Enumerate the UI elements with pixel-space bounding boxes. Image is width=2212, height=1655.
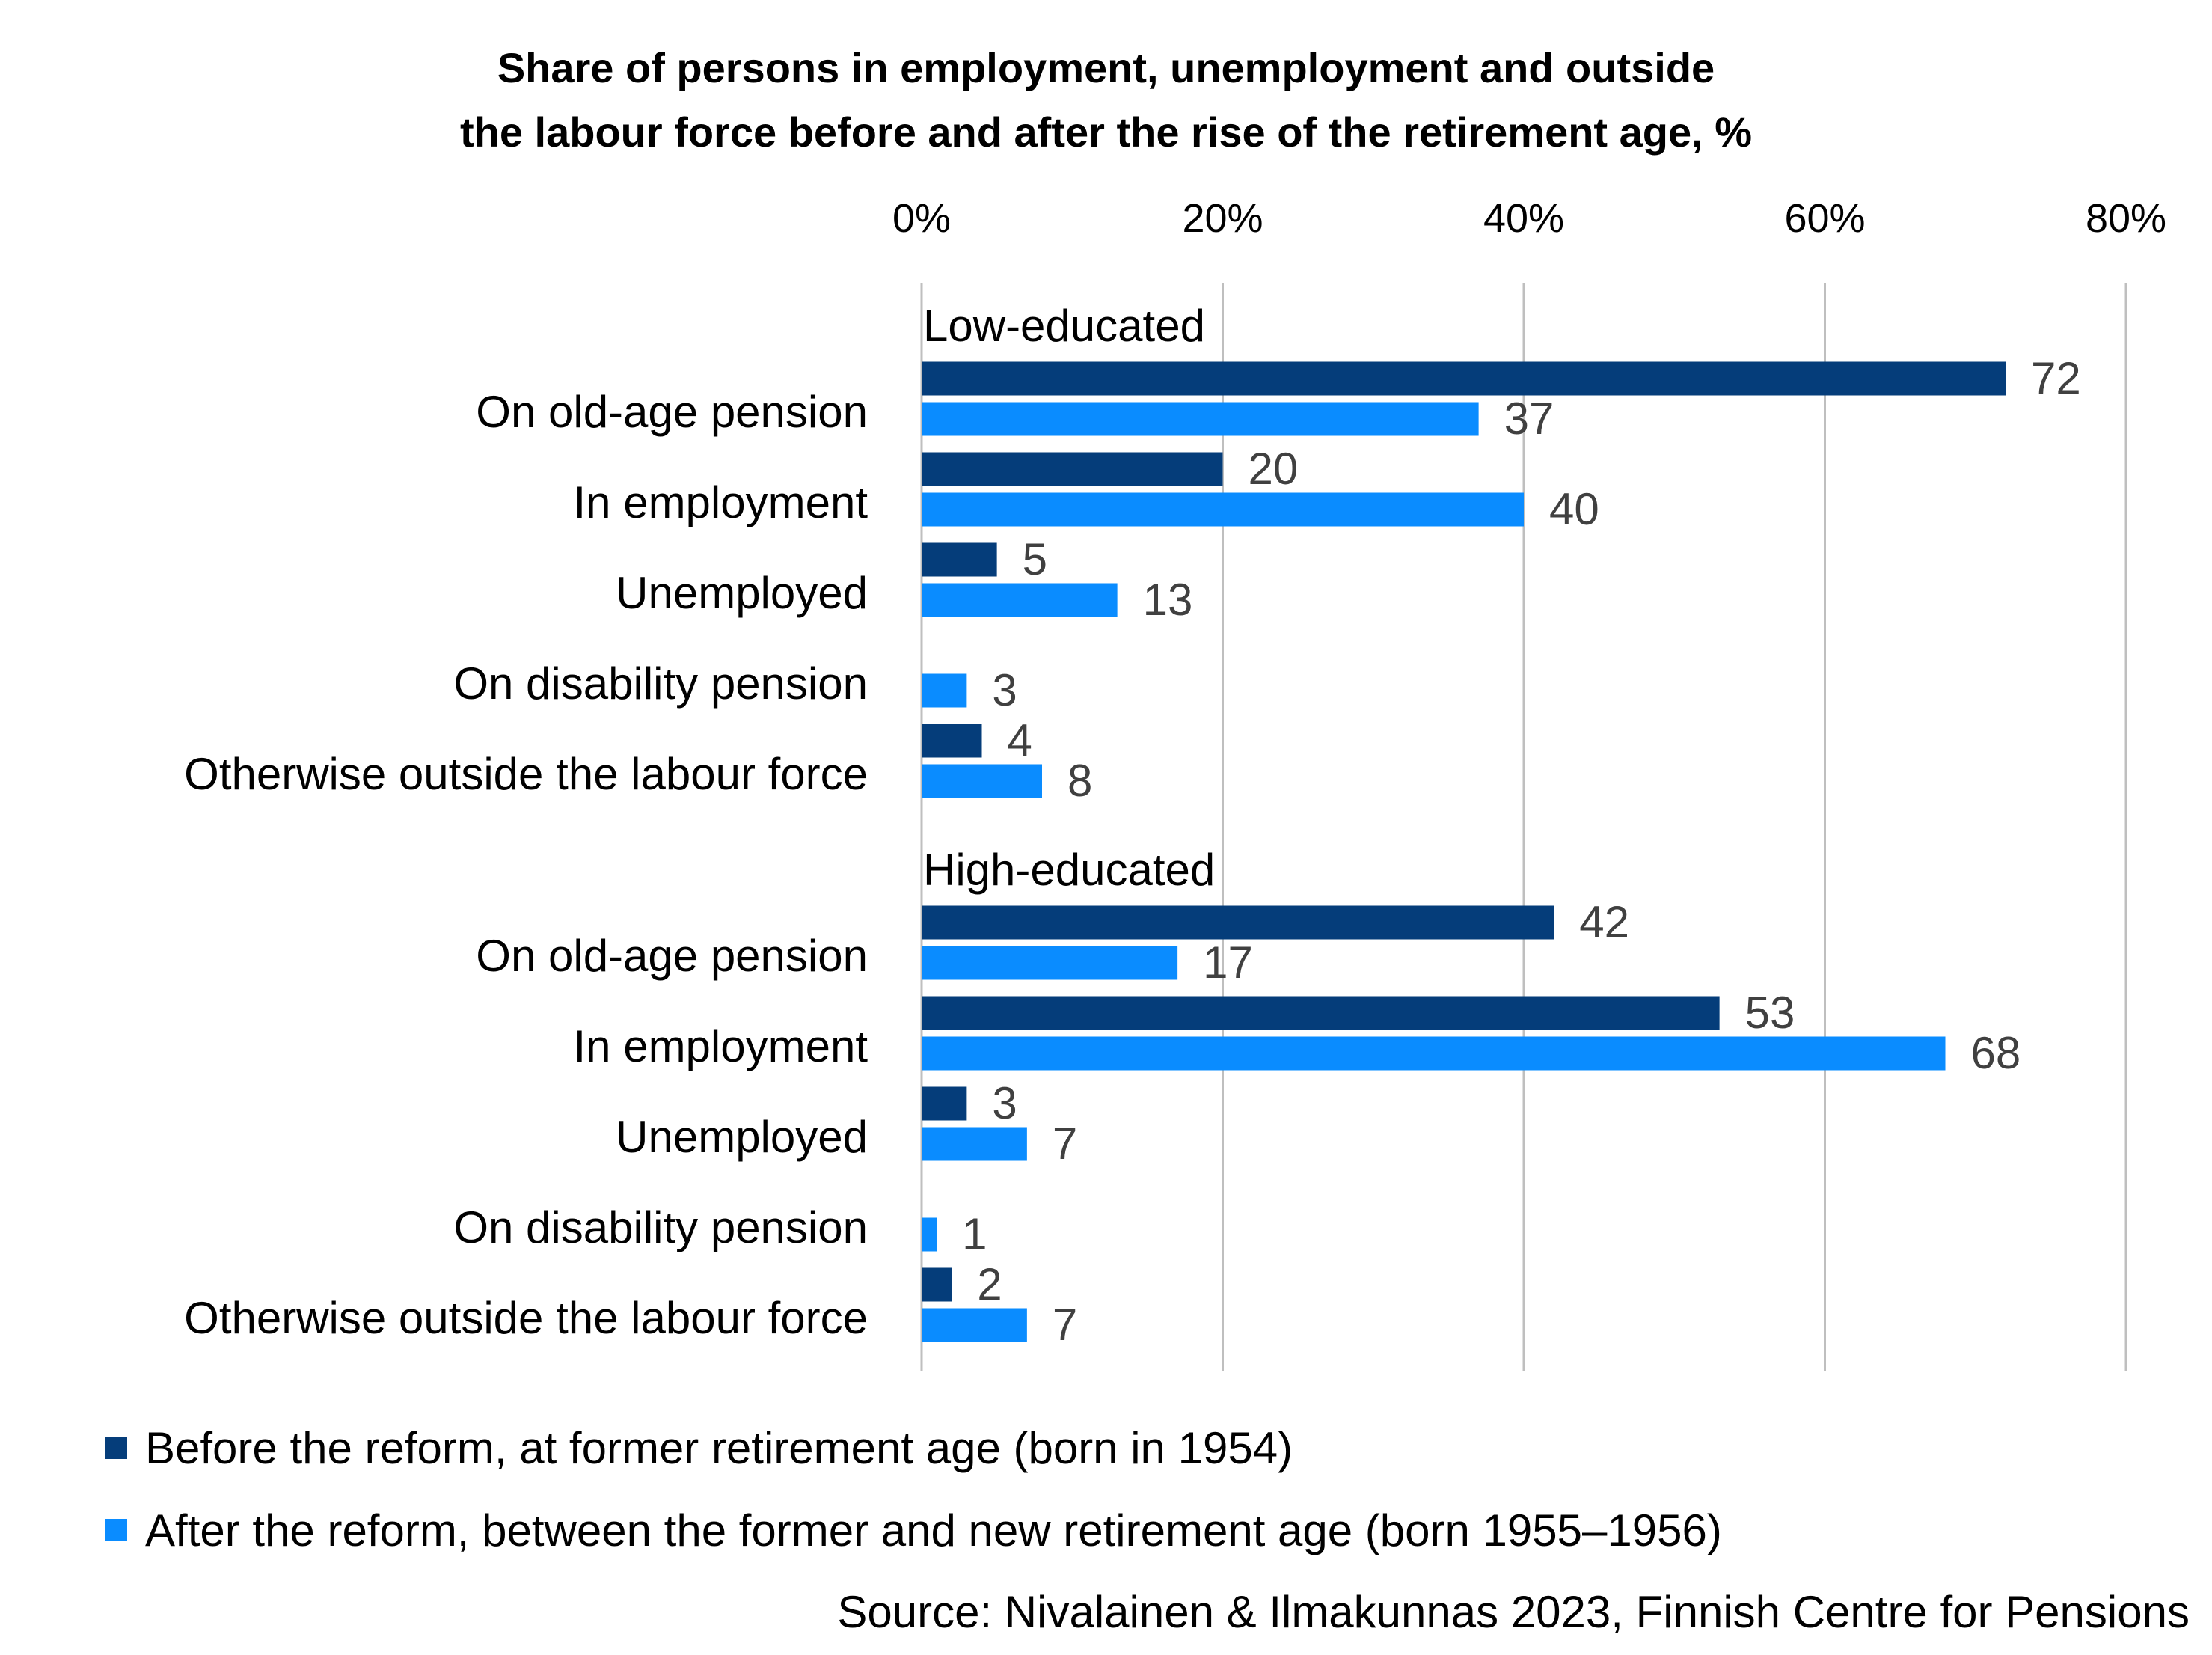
legend-label-before: Before the reform, at former retirement …	[145, 1422, 1293, 1473]
data-label-before: 42	[1579, 897, 1629, 947]
legend-swatch-before	[105, 1437, 127, 1459]
x-tick-label: 0%	[892, 196, 951, 241]
data-label-after: 7	[1053, 1300, 1077, 1350]
data-label-after: 3	[992, 665, 1017, 715]
data-label-before: 20	[1249, 444, 1299, 494]
chart-title-line-2: the labour force before and after the ri…	[459, 108, 1753, 156]
category-label: In employment	[573, 1021, 868, 1071]
bar-after	[922, 583, 1118, 617]
data-label-before: 72	[2031, 353, 2081, 403]
data-label-after: 13	[1143, 575, 1193, 625]
x-tick-label: 20%	[1182, 196, 1263, 241]
category-label: Unemployed	[616, 1112, 868, 1162]
x-tick-label: 40%	[1483, 196, 1564, 241]
data-label-after: 17	[1203, 937, 1253, 988]
data-label-after: 40	[1549, 484, 1599, 534]
data-label-before: 2	[977, 1259, 1002, 1309]
group-label: Low-educated	[923, 301, 1205, 351]
data-label-after: 37	[1504, 394, 1554, 444]
category-label: On disability pension	[453, 1202, 868, 1252]
data-label-before: 4	[1008, 715, 1032, 765]
bar-before	[922, 1086, 967, 1121]
legend-item-after: After the reform, between the former and…	[105, 1489, 1722, 1571]
x-tick-label: 60%	[1784, 196, 1865, 241]
bar-after	[922, 946, 1178, 980]
data-label-before: 5	[1023, 534, 1047, 584]
bar-after	[922, 1217, 937, 1252]
bar-before	[922, 724, 982, 758]
bar-after	[922, 764, 1042, 798]
group-label: High-educated	[923, 845, 1215, 895]
legend-item-before: Before the reform, at former retirement …	[105, 1407, 1722, 1489]
data-label-after: 8	[1067, 756, 1092, 806]
chart-title: Share of persons in employment, unemploy…	[0, 36, 2212, 165]
bar-before	[922, 361, 2006, 396]
bar-before	[922, 905, 1554, 940]
data-label-after: 1	[962, 1209, 987, 1259]
chart-legend: Before the reform, at former retirement …	[105, 1407, 1722, 1571]
bar-after	[922, 1036, 1946, 1071]
bar-after	[922, 1308, 1027, 1342]
category-label: Otherwise outside the labour force	[184, 1293, 868, 1343]
data-label-after: 7	[1053, 1119, 1077, 1169]
bar-before	[922, 996, 1720, 1030]
bar-before	[922, 542, 997, 577]
category-label: Unemployed	[616, 568, 868, 618]
bar-after	[922, 1127, 1027, 1161]
data-label-before: 3	[992, 1078, 1017, 1128]
bar-before	[922, 1267, 952, 1302]
bar-before	[922, 452, 1223, 486]
category-label: On old-age pension	[476, 931, 868, 981]
chart-title-line-1: Share of persons in employment, unemploy…	[497, 44, 1715, 91]
category-label: On disability pension	[453, 658, 868, 709]
category-label: In employment	[573, 477, 868, 527]
bar-after	[922, 402, 1479, 436]
category-label: On old-age pension	[476, 387, 868, 437]
chart-source: Source: Nivalainen & Ilmakunnas 2023, Fi…	[837, 1587, 2190, 1637]
bar-after	[922, 492, 1524, 527]
data-label-after: 68	[1971, 1028, 2021, 1078]
legend-label-after: After the reform, between the former and…	[145, 1505, 1722, 1555]
data-label-before: 53	[1745, 988, 1795, 1038]
x-tick-label: 80%	[2086, 196, 2166, 241]
category-label: Otherwise outside the labour force	[184, 749, 868, 799]
bar-after	[922, 673, 967, 708]
legend-swatch-after	[105, 1519, 127, 1541]
